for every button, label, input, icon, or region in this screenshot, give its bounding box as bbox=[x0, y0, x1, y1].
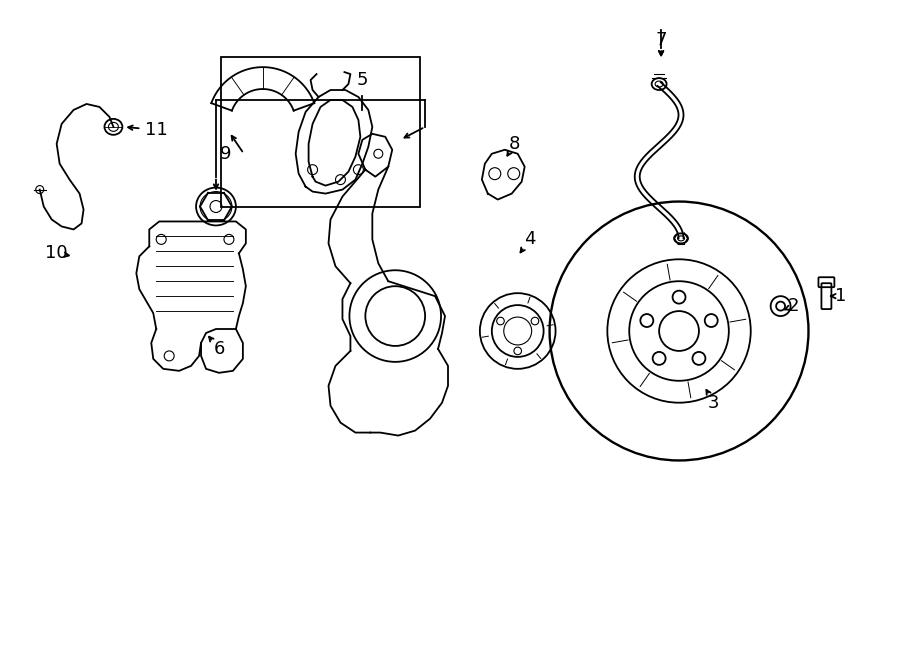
Text: 1: 1 bbox=[834, 287, 846, 305]
Text: 11: 11 bbox=[145, 121, 167, 139]
Text: 9: 9 bbox=[220, 145, 231, 163]
Text: 5: 5 bbox=[356, 71, 368, 89]
Text: 4: 4 bbox=[524, 231, 536, 249]
Text: 7: 7 bbox=[655, 31, 667, 49]
Text: 8: 8 bbox=[509, 135, 520, 153]
Text: 2: 2 bbox=[788, 297, 799, 315]
Text: 3: 3 bbox=[708, 394, 720, 412]
Text: 10: 10 bbox=[45, 245, 68, 262]
Text: 6: 6 bbox=[213, 340, 225, 358]
Bar bbox=[221, 57, 420, 206]
